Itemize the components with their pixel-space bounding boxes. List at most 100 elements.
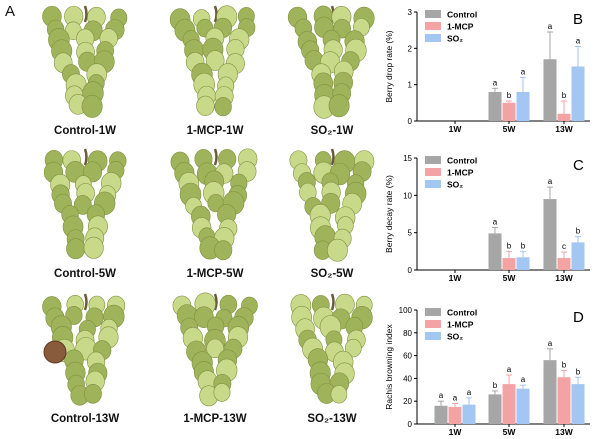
coin-mark bbox=[43, 340, 67, 364]
bar-mark bbox=[557, 113, 571, 121]
berry-mark bbox=[214, 240, 233, 261]
significance-letter: a bbox=[439, 391, 444, 400]
berry-mark bbox=[83, 236, 104, 259]
berry-mark bbox=[328, 94, 350, 118]
grape-cluster-image bbox=[289, 148, 375, 262]
legend-label: Control bbox=[447, 308, 477, 318]
significance-letter: a bbox=[507, 365, 512, 374]
photo-label: Control-13W bbox=[50, 413, 120, 425]
grape-photo: SO₂-13W bbox=[262, 290, 402, 425]
berry-mark bbox=[327, 238, 348, 262]
legend-label: SO₂ bbox=[447, 332, 463, 342]
photo-label: 1-MCP-5W bbox=[186, 268, 244, 280]
photo-label: SO₂-1W bbox=[310, 125, 354, 137]
significance-letter: b bbox=[576, 226, 581, 235]
photo-label: 1-MCP-13W bbox=[183, 413, 247, 425]
y-tick-label: 0 bbox=[408, 420, 413, 429]
bar-mark bbox=[571, 242, 585, 270]
bar-mark bbox=[557, 377, 571, 424]
bar-mark bbox=[516, 388, 530, 424]
berry-mark bbox=[213, 383, 231, 402]
bar-mark bbox=[543, 59, 557, 121]
panel-a-letter: A bbox=[5, 3, 16, 20]
significance-letter: b bbox=[507, 241, 512, 250]
grape-photo: 1-MCP-5W bbox=[145, 145, 285, 280]
legend-swatch bbox=[425, 34, 441, 42]
stem-mark bbox=[213, 293, 218, 311]
y-tick-label: 20 bbox=[403, 397, 412, 406]
legend-swatch bbox=[425, 22, 441, 30]
significance-letter: a bbox=[548, 22, 553, 31]
x-tick-label: 5W bbox=[503, 124, 517, 134]
grape-photo: SO₂-5W bbox=[262, 145, 402, 280]
bar-mark bbox=[571, 384, 585, 424]
y-tick-label: 0 bbox=[408, 266, 413, 275]
significance-letter: b bbox=[493, 381, 498, 390]
significance-letter: a bbox=[521, 375, 526, 384]
legend-label: SO₂ bbox=[447, 180, 463, 190]
legend-label: Control bbox=[447, 156, 477, 166]
bar-mark bbox=[488, 233, 502, 270]
grape-photo: SO₂-1W bbox=[262, 2, 402, 137]
berry-mark bbox=[196, 95, 215, 116]
bar-mark bbox=[502, 258, 516, 270]
x-tick-label: 1W bbox=[449, 427, 463, 437]
legend-swatch bbox=[425, 180, 441, 188]
significance-letter: b bbox=[562, 360, 567, 369]
bar-mark bbox=[488, 91, 502, 121]
bar-mark bbox=[502, 384, 516, 424]
x-tick-label: 1W bbox=[449, 124, 463, 134]
grape-photo: Control-13W bbox=[15, 290, 155, 425]
bar-mark bbox=[488, 394, 502, 424]
stem-mark bbox=[83, 5, 88, 23]
grape-cluster-image bbox=[170, 148, 258, 261]
y-tick-label: 40 bbox=[403, 374, 412, 383]
x-tick-label: 5W bbox=[503, 273, 517, 283]
grape-cluster-image bbox=[42, 293, 126, 406]
panel-letter: B bbox=[573, 11, 583, 28]
stem-mark bbox=[213, 148, 218, 166]
berry-mark bbox=[214, 97, 232, 117]
legend-swatch bbox=[425, 320, 441, 328]
grape-cluster-image bbox=[172, 292, 258, 407]
panel-letter: D bbox=[573, 309, 584, 326]
significance-letter: b bbox=[562, 91, 567, 100]
x-tick-label: 13W bbox=[555, 124, 573, 134]
berry-mark bbox=[73, 195, 92, 215]
bar-mark bbox=[462, 404, 476, 424]
y-axis-label: Berry decay rate (%) bbox=[384, 175, 394, 253]
bar-mark bbox=[557, 258, 571, 270]
berry-mark bbox=[205, 50, 225, 71]
y-tick-label: 100 bbox=[399, 306, 413, 315]
y-tick-label: 1 bbox=[408, 81, 413, 90]
significance-letter: a bbox=[493, 217, 498, 226]
significance-letter: b bbox=[521, 241, 526, 250]
grape-cluster-image bbox=[169, 5, 256, 117]
berry-mark bbox=[344, 338, 362, 358]
legend-swatch bbox=[425, 332, 441, 340]
significance-letter: a bbox=[493, 78, 498, 87]
y-tick-label: 15 bbox=[403, 154, 412, 163]
stem-mark bbox=[330, 293, 335, 311]
significance-letter: b bbox=[507, 91, 512, 100]
y-tick-label: 5 bbox=[408, 229, 413, 238]
legend-swatch bbox=[425, 168, 441, 176]
y-axis-label: Berry drop rate (%) bbox=[384, 30, 394, 102]
significance-letter: a bbox=[548, 339, 553, 348]
y-tick-label: 60 bbox=[403, 352, 412, 361]
stem-mark bbox=[83, 148, 88, 166]
legend-label: Control bbox=[447, 10, 477, 20]
x-tick-label: 1W bbox=[449, 273, 463, 283]
y-tick-label: 2 bbox=[408, 44, 413, 53]
y-tick-label: 3 bbox=[408, 8, 413, 17]
grape-cluster-image bbox=[43, 148, 127, 260]
berry-mark bbox=[206, 338, 224, 359]
photo-label: Control-1W bbox=[54, 125, 116, 137]
bar-mark bbox=[543, 199, 557, 270]
bar-mark bbox=[502, 102, 516, 121]
bar-mark bbox=[448, 406, 462, 424]
legend-label: 1-MCP bbox=[447, 22, 474, 32]
